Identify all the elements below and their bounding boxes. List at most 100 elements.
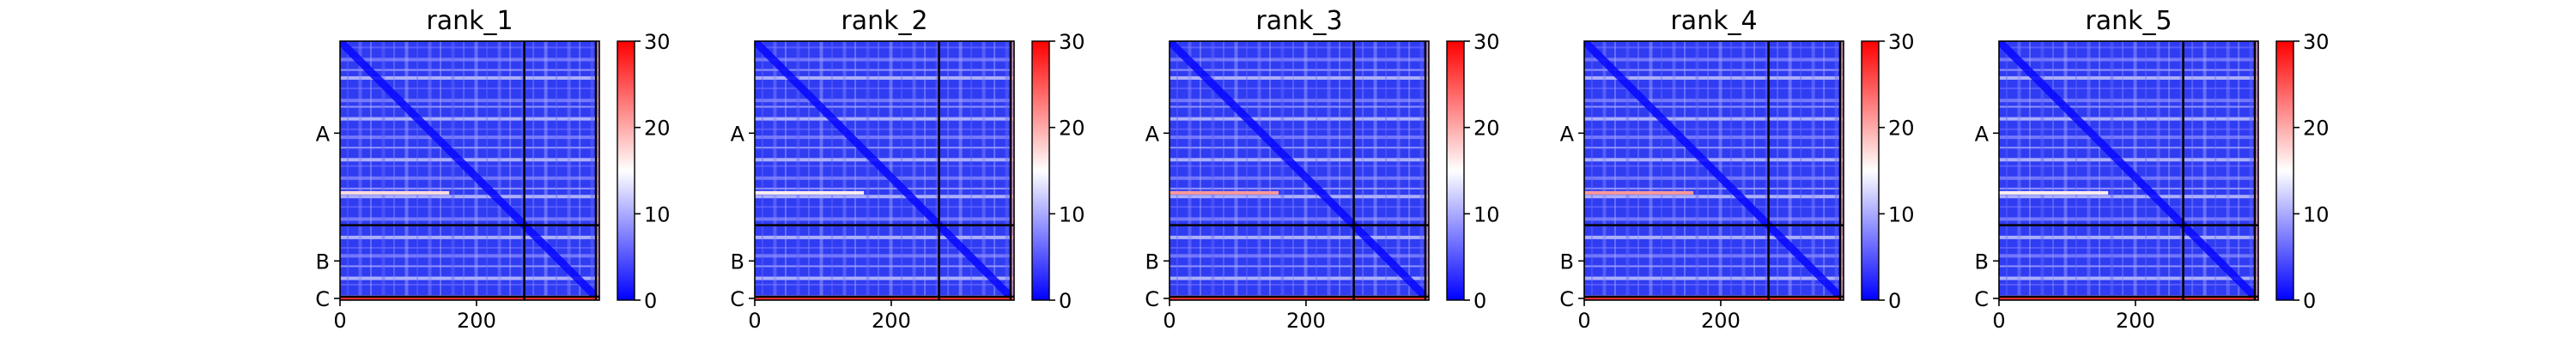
heatmap-column — [784, 41, 787, 300]
heatmap-highlight-row — [1999, 190, 2109, 195]
x-tick-label: 0 — [1577, 309, 1590, 333]
heatmap-column — [590, 41, 594, 300]
heatmap-stripe — [1170, 254, 1429, 258]
heatmap-stripe — [340, 235, 599, 239]
heatmap-stripe — [755, 135, 1014, 140]
x-tick-label: 200 — [1701, 309, 1741, 333]
heatmap-stripe — [1584, 176, 1844, 180]
heatmap-stripe — [755, 276, 1014, 280]
heatmap-column — [2040, 41, 2044, 300]
heatmap-column — [486, 41, 489, 300]
heatmap-column — [1823, 41, 1826, 300]
heatmap — [1999, 41, 2258, 300]
heatmap-stripe — [1999, 105, 2258, 108]
y-tick-label: A — [731, 122, 745, 146]
heatmap-column — [761, 41, 763, 300]
heatmap-stripe — [340, 147, 599, 149]
colorbar-tick-label: 10 — [1059, 202, 1085, 226]
colorbar-tick-label: 10 — [1473, 202, 1500, 226]
colorbar — [2275, 40, 2294, 301]
heatmap-stripe — [1584, 265, 1844, 268]
heatmap-column — [579, 41, 581, 300]
heatmap-stripe — [1170, 99, 1429, 103]
heatmap-stripe — [1999, 283, 2258, 286]
heatmap-column — [2005, 41, 2008, 300]
heatmap-column — [912, 41, 916, 300]
heatmap-column — [1707, 41, 1710, 300]
heatmap-stripe — [340, 195, 599, 199]
x-tick-label: 0 — [748, 309, 761, 333]
heatmap-column — [416, 41, 419, 300]
heatmap-column — [392, 41, 395, 300]
heatmap-column — [1373, 41, 1377, 300]
heatmap-stripe — [1170, 57, 1429, 62]
heatmap — [340, 41, 599, 300]
heatmap-column — [1695, 41, 1699, 300]
axes-frame — [1998, 40, 2259, 301]
heatmap-stripe — [1170, 187, 1429, 190]
heatmap-stripe — [340, 75, 599, 80]
heatmap-stripe — [755, 57, 1014, 62]
x-tick-label: 0 — [333, 309, 346, 333]
heatmap-stripe — [1170, 158, 1429, 162]
y-tick-label: B — [1560, 250, 1574, 274]
chain-c-strip — [1584, 297, 1844, 300]
heatmap-stripe — [1999, 69, 2258, 71]
heatmap-stripe — [1584, 87, 1844, 90]
heatmap-stripe — [1584, 117, 1844, 121]
chain-c-column — [1840, 41, 1844, 300]
heatmap-column — [1730, 41, 1733, 300]
heatmap-column — [1811, 41, 1815, 300]
heatmap-column — [1257, 41, 1261, 300]
heatmap-stripe — [755, 254, 1014, 258]
colorbar-tick-label: 10 — [2303, 202, 2330, 226]
heatmap-stripe — [1584, 217, 1844, 221]
colorbar-tick-label: 0 — [1473, 289, 1486, 313]
heatmap-stripe — [340, 87, 599, 90]
heatmap-column — [1396, 41, 1400, 300]
heatmap-column — [1834, 41, 1838, 300]
heatmap-diagonal — [1170, 41, 1429, 300]
heatmap-column — [2249, 41, 2253, 300]
heatmap-column — [1419, 41, 1424, 300]
heatmap-column — [1408, 41, 1411, 300]
heatmap-stripe — [340, 176, 599, 180]
heatmap-stripe — [1170, 105, 1429, 108]
heatmap-stripe — [340, 187, 599, 190]
heatmap-column — [1684, 41, 1686, 300]
heatmap-stripe — [1584, 46, 1844, 49]
heatmap-column — [2133, 41, 2137, 300]
heatmap-column — [520, 41, 525, 300]
heatmap-column — [1672, 41, 1676, 300]
heatmap-column — [1280, 41, 1285, 300]
heatmap-highlight-row — [1170, 190, 1279, 195]
colorbar-tick-label: 20 — [1888, 117, 1915, 141]
chart-title: rank_5 — [2085, 6, 2172, 36]
heatmap-column — [1005, 41, 1009, 300]
heatmap-column — [796, 41, 800, 300]
heatmap-column — [2145, 41, 2148, 300]
heatmap-column — [1777, 41, 1779, 300]
heatmap-stripe — [1170, 117, 1429, 121]
heatmap-column — [1765, 41, 1769, 300]
heatmap-stripe — [1584, 235, 1844, 239]
colorbar-tick-label: 10 — [1888, 202, 1915, 226]
heatmap-stripe — [1999, 265, 2258, 268]
heatmap-stripe — [1170, 147, 1429, 149]
y-tick-label: A — [1975, 122, 1990, 146]
heatmap-stripe — [1999, 147, 2258, 149]
heatmap-stripe — [1999, 75, 2258, 80]
heatmap-column — [2238, 41, 2240, 300]
heatmap-column — [369, 41, 372, 300]
heatmap-stripe — [340, 217, 599, 221]
heatmap-highlight-row — [1584, 190, 1694, 195]
y-tick-label: A — [1145, 122, 1160, 146]
heatmap-stripe — [1999, 158, 2258, 162]
chain-c-column — [1011, 41, 1014, 300]
colorbar-tick-label: 20 — [644, 117, 671, 141]
heatmap-column — [1327, 41, 1331, 300]
heatmap-column — [1661, 41, 1663, 300]
